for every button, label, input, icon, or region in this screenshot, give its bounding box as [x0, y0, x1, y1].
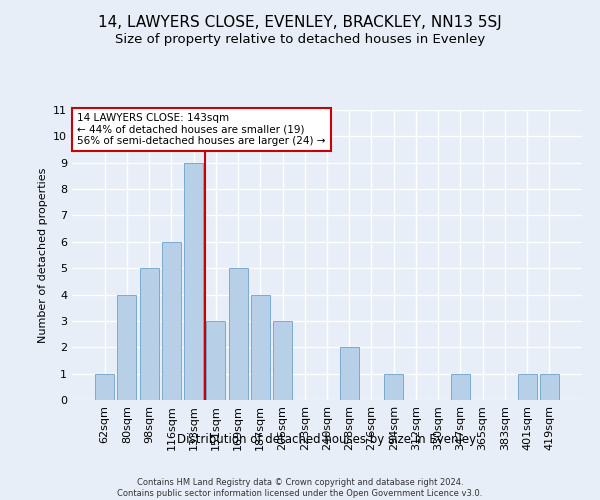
- Bar: [540, 374, 559, 400]
- Bar: [140, 268, 158, 400]
- Bar: [229, 268, 248, 400]
- Bar: [95, 374, 114, 400]
- Bar: [206, 321, 225, 400]
- Bar: [251, 294, 270, 400]
- Text: 14 LAWYERS CLOSE: 143sqm
← 44% of detached houses are smaller (19)
56% of semi-d: 14 LAWYERS CLOSE: 143sqm ← 44% of detach…: [77, 113, 326, 146]
- Text: Contains HM Land Registry data © Crown copyright and database right 2024.
Contai: Contains HM Land Registry data © Crown c…: [118, 478, 482, 498]
- Bar: [184, 162, 203, 400]
- Bar: [273, 321, 292, 400]
- Bar: [451, 374, 470, 400]
- Bar: [384, 374, 403, 400]
- Y-axis label: Number of detached properties: Number of detached properties: [38, 168, 47, 342]
- Text: 14, LAWYERS CLOSE, EVENLEY, BRACKLEY, NN13 5SJ: 14, LAWYERS CLOSE, EVENLEY, BRACKLEY, NN…: [98, 15, 502, 30]
- Bar: [518, 374, 536, 400]
- Bar: [340, 348, 359, 400]
- Text: Size of property relative to detached houses in Evenley: Size of property relative to detached ho…: [115, 32, 485, 46]
- Text: Distribution of detached houses by size in Evenley: Distribution of detached houses by size …: [178, 432, 476, 446]
- Bar: [118, 294, 136, 400]
- Bar: [162, 242, 181, 400]
